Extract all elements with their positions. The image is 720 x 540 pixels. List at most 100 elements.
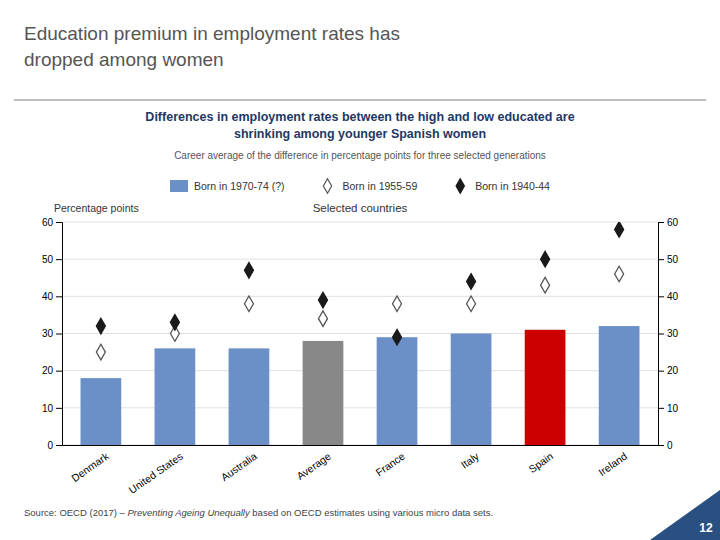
- grid: [62, 222, 658, 445]
- y2-tick: 50: [658, 254, 679, 265]
- y2-tick-label: 50: [667, 254, 679, 265]
- diamond: [615, 266, 624, 282]
- y-tick-mark: [56, 222, 62, 223]
- y-tick-mark: [56, 296, 62, 297]
- series-0: [81, 326, 640, 445]
- diamond: [541, 277, 550, 293]
- y-tick-label: 40: [42, 291, 54, 302]
- y2-tick-label: 30: [667, 328, 679, 339]
- y2-tick-mark: [658, 371, 664, 372]
- x-tick-label: France: [373, 450, 407, 479]
- y2-tick-mark: [658, 445, 664, 446]
- diamond: [541, 251, 550, 267]
- y2-axis-line: [659, 223, 665, 446]
- source: Source: OECD (2017) – Preventing Ageing …: [24, 507, 493, 518]
- y2-tick-label: 20: [667, 365, 679, 376]
- bar: [155, 348, 196, 445]
- x-tick-label: Average: [294, 450, 333, 482]
- series-1: [96, 266, 623, 360]
- y2-tick: 30: [658, 328, 679, 339]
- y-tick: 30: [42, 328, 62, 339]
- y-axis: 0 10 20 30 40 50 60: [42, 217, 63, 451]
- x-tick: France: [373, 445, 407, 478]
- corner-triangle: [650, 490, 720, 540]
- x-axis: Denmark United States Australia Average Fran…: [63, 445, 659, 496]
- bar: [525, 330, 566, 445]
- x-tick: Australia: [219, 445, 259, 483]
- diamond: [96, 318, 105, 334]
- rule: [14, 99, 706, 101]
- subtitle-note: Career average of the difference in perc…: [174, 150, 546, 161]
- diamond: [467, 296, 476, 312]
- x-tick: Ireland: [596, 445, 629, 478]
- y-tick: 40: [42, 291, 62, 302]
- series-2: [96, 222, 623, 345]
- y2-tick-mark: [658, 259, 664, 260]
- y2-tick-mark: [658, 296, 664, 297]
- y2-tick-mark: [658, 222, 664, 223]
- legend-swatch: [323, 179, 331, 193]
- y2-tick: 60: [658, 217, 679, 228]
- y-tick: 50: [42, 254, 62, 265]
- y2-tick: 0: [658, 440, 673, 451]
- x-tick: Average: [294, 445, 333, 482]
- y-axis-line: [56, 223, 63, 446]
- x-tick: Italy: [458, 445, 481, 471]
- y2-tick-label: 60: [667, 217, 679, 228]
- bar: [451, 334, 492, 446]
- grid-line: [62, 445, 658, 446]
- plot: 0 10 20 30 40 50 60 0 10 20 30 40 50 60 Denmark United …: [42, 202, 679, 496]
- x-tick-label: Australia: [219, 450, 259, 483]
- y2-tick-mark: [658, 334, 664, 335]
- y-tick-mark: [56, 259, 62, 260]
- bar: [81, 378, 122, 445]
- legend-swatch: [456, 179, 464, 193]
- y2-tick: 20: [658, 365, 679, 376]
- diamond: [393, 296, 402, 312]
- x-tick: Spain: [526, 445, 555, 475]
- y-tick-mark: [56, 408, 62, 409]
- y2-tick-label: 40: [667, 291, 679, 302]
- legend: Born in 1970-74 (?) Born in 1955-59 Born i…: [170, 179, 550, 193]
- diamond: [244, 263, 253, 279]
- y2-tick: 10: [658, 403, 679, 414]
- y-tick-label: 20: [42, 365, 54, 376]
- x-tick: Denmark: [69, 445, 111, 484]
- y2-tick: 40: [658, 291, 679, 302]
- y-tick: 60: [42, 217, 62, 228]
- diamond: [467, 274, 476, 290]
- legend-label: Born in 1955-59: [343, 180, 418, 192]
- legend-label: Born in 1940-44: [475, 180, 550, 192]
- grid-line: [62, 259, 658, 260]
- y2-tick-mark: [658, 408, 664, 409]
- y-tick-label: 50: [42, 254, 54, 265]
- chart: Education premium in employment rates ha…: [0, 0, 720, 540]
- source-part: based on OECD estimates using various mi…: [250, 507, 493, 518]
- bar: [599, 326, 640, 445]
- y-tick-label: 30: [42, 328, 54, 339]
- diamond: [318, 311, 327, 327]
- title: Education premium in employment rates ha…: [24, 23, 400, 70]
- bar: [303, 341, 344, 445]
- x-tick-label: Spain: [526, 450, 555, 475]
- diamond: [96, 344, 105, 360]
- legend-label: Born in 1970-74 (?): [194, 180, 284, 192]
- bar: [377, 337, 418, 445]
- y-tick: 20: [42, 365, 62, 376]
- plot-label: Selected countries: [313, 202, 408, 214]
- grid-line: [62, 296, 658, 297]
- x-tick-label: Ireland: [596, 450, 629, 478]
- x-axis-line: [63, 445, 659, 446]
- x-tick-label: Denmark: [69, 449, 111, 484]
- y-axis-label: Percentage points: [54, 202, 139, 214]
- diamond: [393, 329, 402, 345]
- diamond: [318, 292, 327, 308]
- y-tick: 0: [47, 440, 62, 451]
- source-part: Source: OECD (2017) –: [24, 507, 128, 518]
- x-tick-label: United States: [126, 450, 185, 496]
- diamond: [244, 296, 253, 312]
- y-tick-mark: [56, 371, 62, 372]
- y-tick: 10: [42, 403, 62, 414]
- y-tick-label: 60: [42, 217, 54, 228]
- grid-line: [62, 222, 658, 223]
